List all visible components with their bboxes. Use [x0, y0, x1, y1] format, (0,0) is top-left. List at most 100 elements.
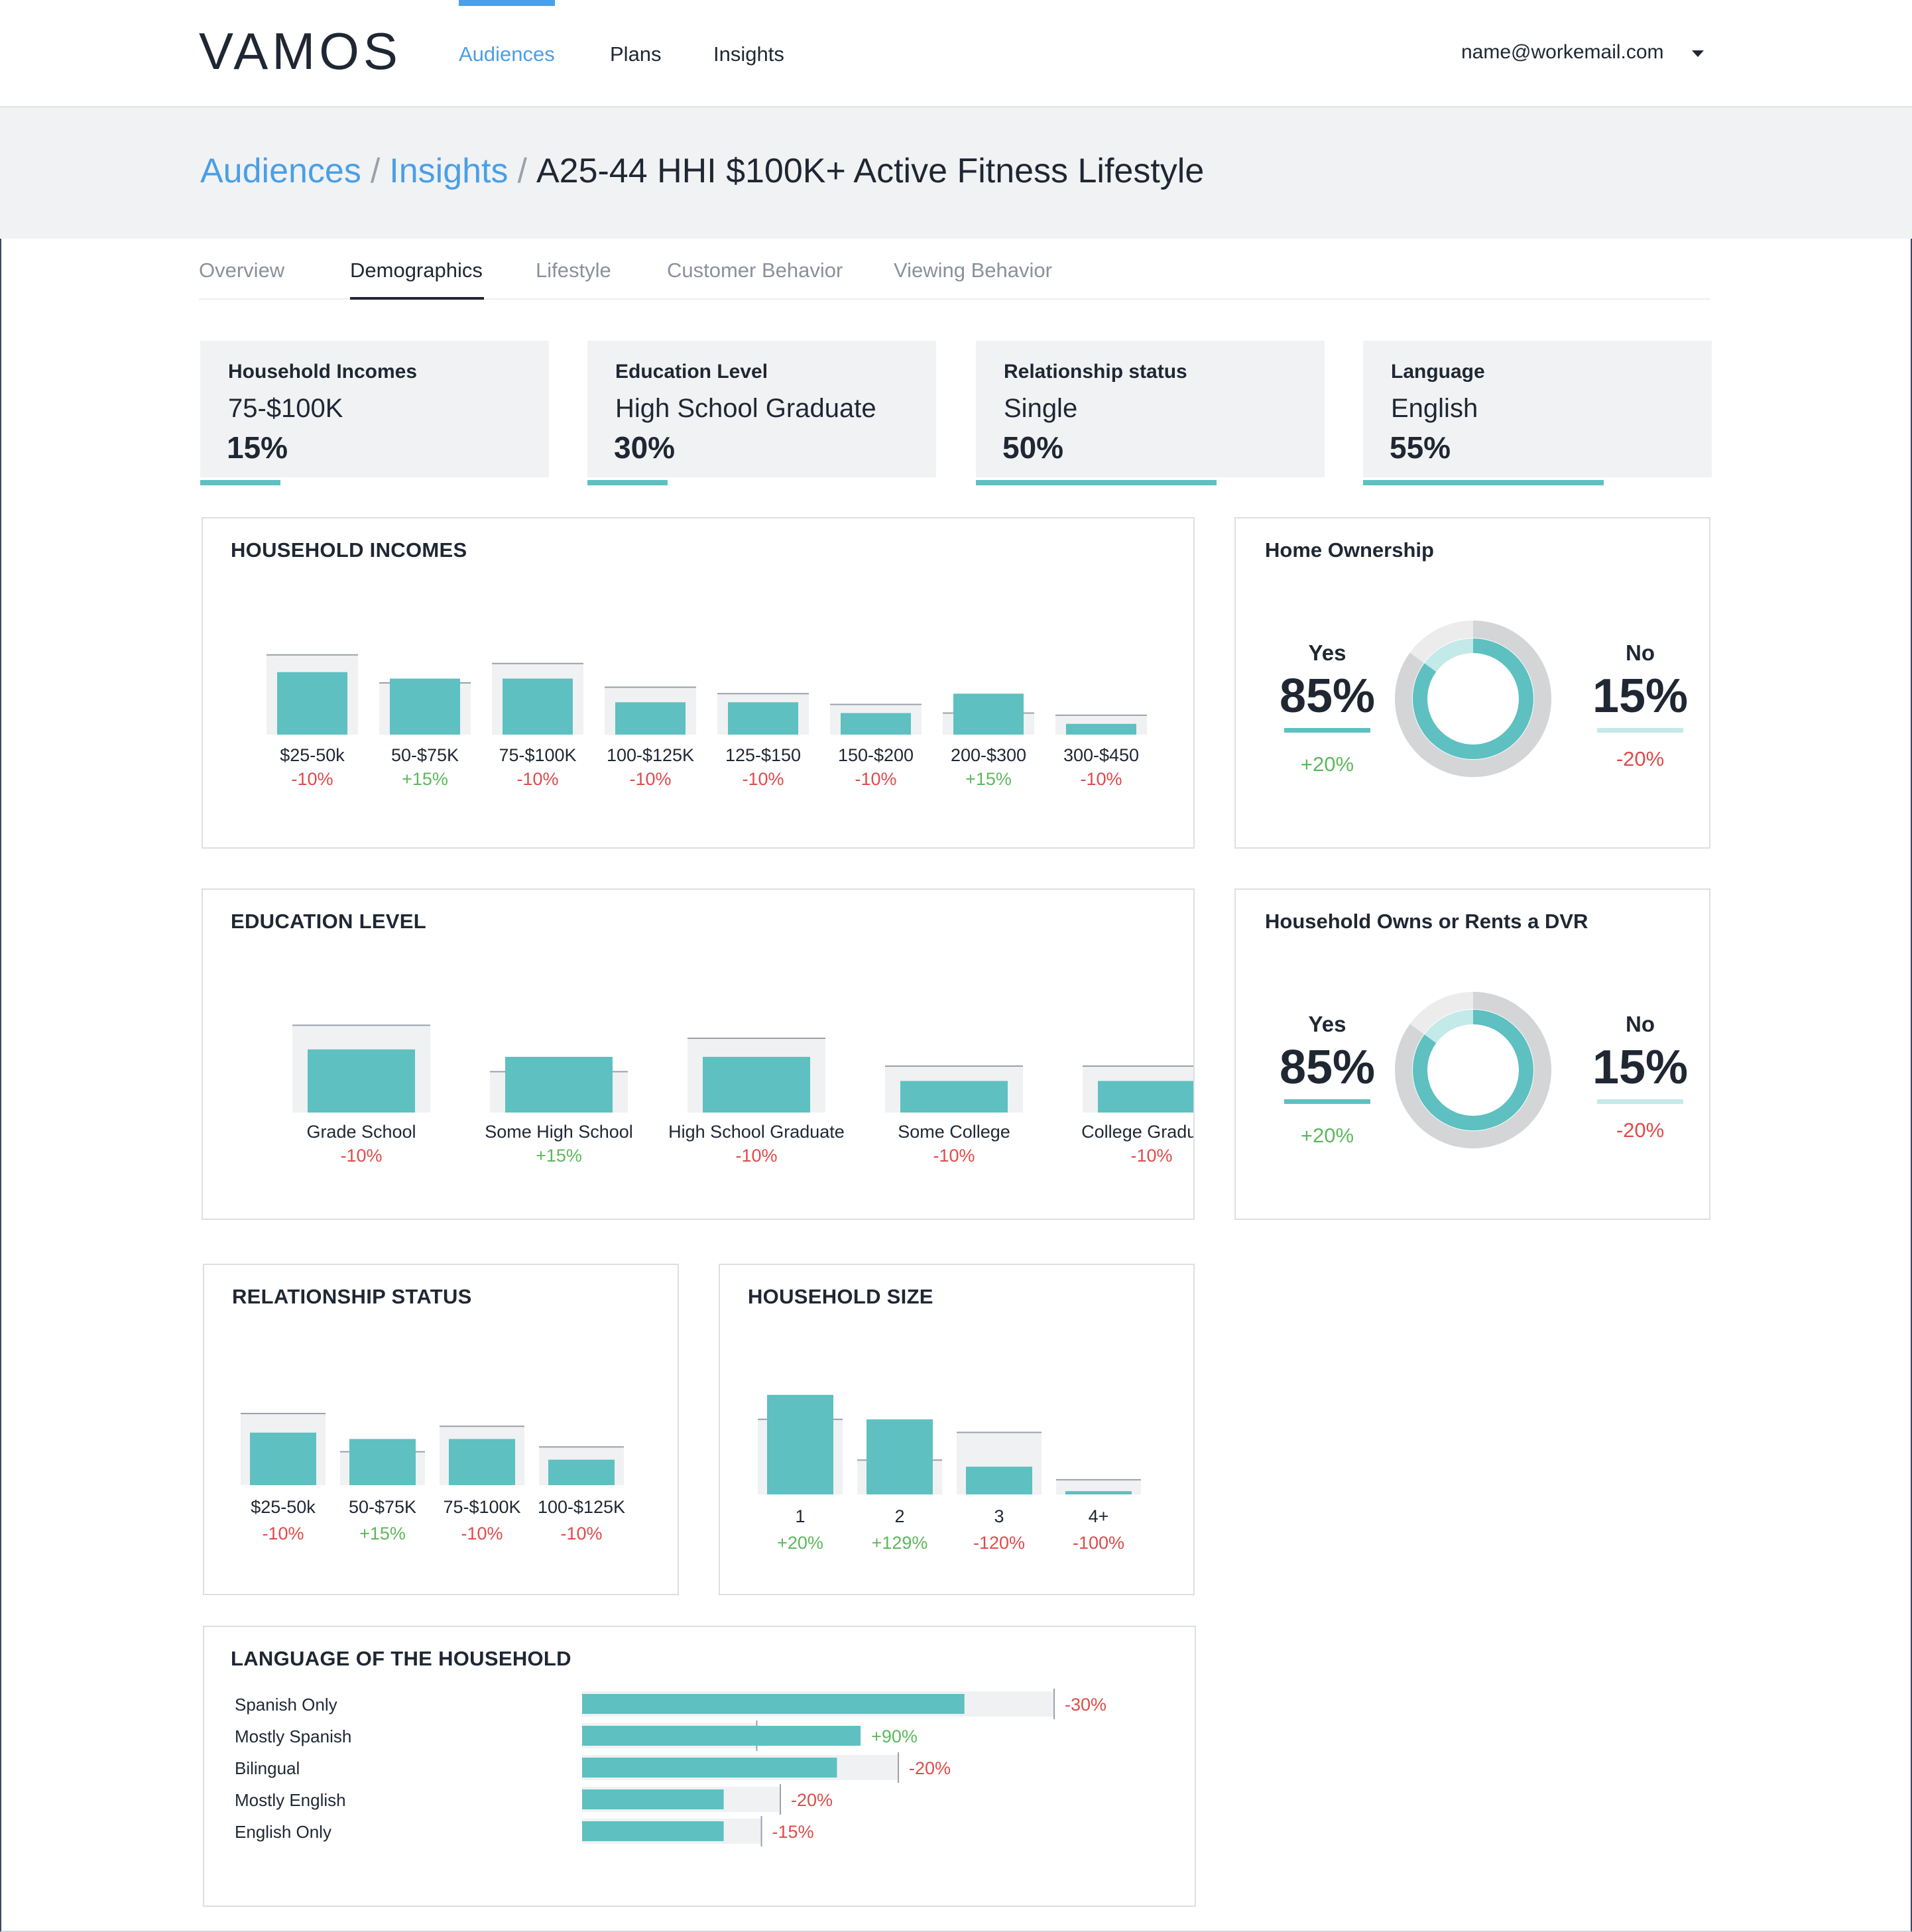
- bar[interactable]: [728, 702, 798, 735]
- change-label: +20%: [777, 1533, 823, 1553]
- donut-no: No 15% -20%: [1574, 640, 1706, 771]
- category-label: 75-$100K: [499, 745, 576, 765]
- bar[interactable]: [900, 1081, 1008, 1113]
- change-label: -10%: [262, 1524, 304, 1543]
- page-header: [0, 107, 1912, 239]
- bar[interactable]: [953, 694, 1024, 735]
- nav-plans[interactable]: Plans: [610, 42, 662, 66]
- bar[interactable]: [250, 1432, 316, 1485]
- category-label: Mostly English: [235, 1790, 346, 1810]
- bar[interactable]: [349, 1439, 416, 1485]
- chevron-down-icon[interactable]: [1692, 50, 1704, 57]
- change-label: -30%: [1065, 1695, 1106, 1715]
- active-nav-indicator: [459, 0, 555, 6]
- summary-card-education-level[interactable]: Education Level High School Graduate 30%: [587, 341, 936, 485]
- category-label: 100-$125K: [607, 745, 694, 765]
- bar[interactable]: [582, 1758, 837, 1778]
- dvr-donut: [1395, 992, 1551, 1148]
- donut-yes-value: 85%: [1279, 670, 1376, 723]
- vamos-logo[interactable]: VAMOS: [199, 27, 411, 74]
- summary-card-percent: 55%: [1390, 430, 1451, 465]
- category-label: 300-$450: [1063, 745, 1139, 765]
- category-label: Mostly Spanish: [235, 1726, 351, 1746]
- category-label: 75-$100K: [443, 1497, 520, 1517]
- category-label: Bilingual: [235, 1758, 300, 1778]
- yes-arc[interactable]: [1413, 1010, 1533, 1130]
- bar[interactable]: [1098, 1081, 1193, 1113]
- summary-card-bar: [1363, 480, 1604, 485]
- bar[interactable]: [1065, 1491, 1132, 1494]
- bar[interactable]: [703, 1057, 810, 1113]
- summary-card-label: Household Incomes: [228, 361, 418, 383]
- summary-card-percent: 30%: [614, 430, 676, 465]
- bar[interactable]: [308, 1049, 415, 1113]
- tab-customer-behavior[interactable]: Customer Behavior: [667, 259, 843, 282]
- bar[interactable]: [505, 1057, 613, 1113]
- bar[interactable]: [767, 1394, 833, 1494]
- category-label: Some High School: [485, 1122, 633, 1142]
- summary-card-bar: [976, 480, 1217, 485]
- category-label: Spanish Only: [235, 1695, 337, 1715]
- bar[interactable]: [1066, 723, 1136, 735]
- bar[interactable]: [582, 1821, 724, 1841]
- donut-no-label: No: [1626, 640, 1655, 665]
- bar[interactable]: [503, 678, 573, 735]
- tab-demographics[interactable]: Demographics: [350, 259, 483, 282]
- benchmark-bar: [1056, 1479, 1141, 1494]
- change-label: -10%: [1080, 769, 1122, 789]
- bar[interactable]: [841, 713, 911, 735]
- tab-overview[interactable]: Overview: [199, 259, 285, 282]
- relationship-status-chart: $25-50k -10% 50-$75K +15% 75-$100K -10% 100-$1…: [241, 1413, 625, 1543]
- panel-title: HOUSEHOLD INCOMES: [231, 538, 467, 562]
- bar[interactable]: [548, 1459, 615, 1485]
- donut-yes: Yes 85% +20%: [1261, 640, 1394, 776]
- change-label: -10%: [560, 1524, 602, 1543]
- category-label: 125-$150: [725, 745, 801, 765]
- summary-card-value: High School Graduate: [615, 394, 876, 423]
- benchmark-arc: [1395, 992, 1551, 1148]
- breadcrumb-insights[interactable]: Insights: [389, 152, 508, 190]
- yes-arc[interactable]: [1413, 638, 1533, 759]
- top-nav: VAMOS Audiences Plans Insights name@work…: [0, 0, 1912, 107]
- bar[interactable]: [582, 1694, 965, 1714]
- donut-no-line: [1597, 1099, 1683, 1104]
- panel-title: RELATIONSHIP STATUS: [232, 1285, 472, 1308]
- donut-yes-value: 85%: [1279, 1041, 1376, 1094]
- bar[interactable]: [966, 1467, 1032, 1494]
- bar[interactable]: [390, 678, 460, 735]
- home-ownership-donut: [1395, 621, 1551, 777]
- summary-card-language[interactable]: Language English 55%: [1363, 341, 1712, 485]
- summary-card-household-incomes[interactable]: Household Incomes 75-$100K 15%: [200, 341, 549, 485]
- household-size-chart: 1 +20% 2 +129% 3 -120% 4+ -100%: [758, 1394, 1141, 1553]
- panel-title: Home Ownership: [1265, 538, 1434, 562]
- category-label: 4+: [1089, 1506, 1109, 1526]
- category-label: 3: [994, 1506, 1004, 1526]
- user-menu[interactable]: name@workemail.com: [1461, 41, 1664, 63]
- change-label: +129%: [872, 1533, 928, 1553]
- nav-insights[interactable]: Insights: [713, 42, 784, 66]
- page-title: A25-44 HHI $100K+ Active Fitness Lifesty…: [536, 152, 1205, 190]
- bar[interactable]: [615, 702, 686, 735]
- breadcrumb-audiences[interactable]: Audiences: [200, 152, 361, 190]
- donut-no-line: [1597, 728, 1683, 733]
- bar[interactable]: [449, 1439, 515, 1485]
- summary-card-relationship-status[interactable]: Relationship status Single 50%: [976, 341, 1325, 485]
- tab-viewing-behavior[interactable]: Viewing Behavior: [894, 259, 1052, 282]
- nav-audiences[interactable]: Audiences: [459, 42, 555, 66]
- bar[interactable]: [866, 1419, 933, 1494]
- tab-lifestyle[interactable]: Lifestyle: [536, 259, 611, 282]
- category-label: 50-$75K: [391, 745, 459, 765]
- category-label: English Only: [235, 1822, 331, 1842]
- category-label: Grade School: [306, 1122, 416, 1142]
- breadcrumb-separator: /: [517, 152, 527, 190]
- category-label: $25-50k: [251, 1497, 316, 1517]
- bar[interactable]: [277, 672, 347, 735]
- panel-title: HOUSEHOLD SIZE: [748, 1285, 933, 1308]
- category-label: College Graduate: [1081, 1122, 1193, 1142]
- language-panel: LANGUAGE OF THE HOUSEHOLD Spanish Only -3…: [203, 1626, 1196, 1907]
- summary-card-label: Relationship status: [1004, 361, 1187, 383]
- summary-card-value: 75-$100K: [228, 394, 343, 423]
- bar[interactable]: [582, 1789, 724, 1809]
- bar[interactable]: [582, 1726, 861, 1746]
- category-label: $25-50k: [280, 745, 345, 765]
